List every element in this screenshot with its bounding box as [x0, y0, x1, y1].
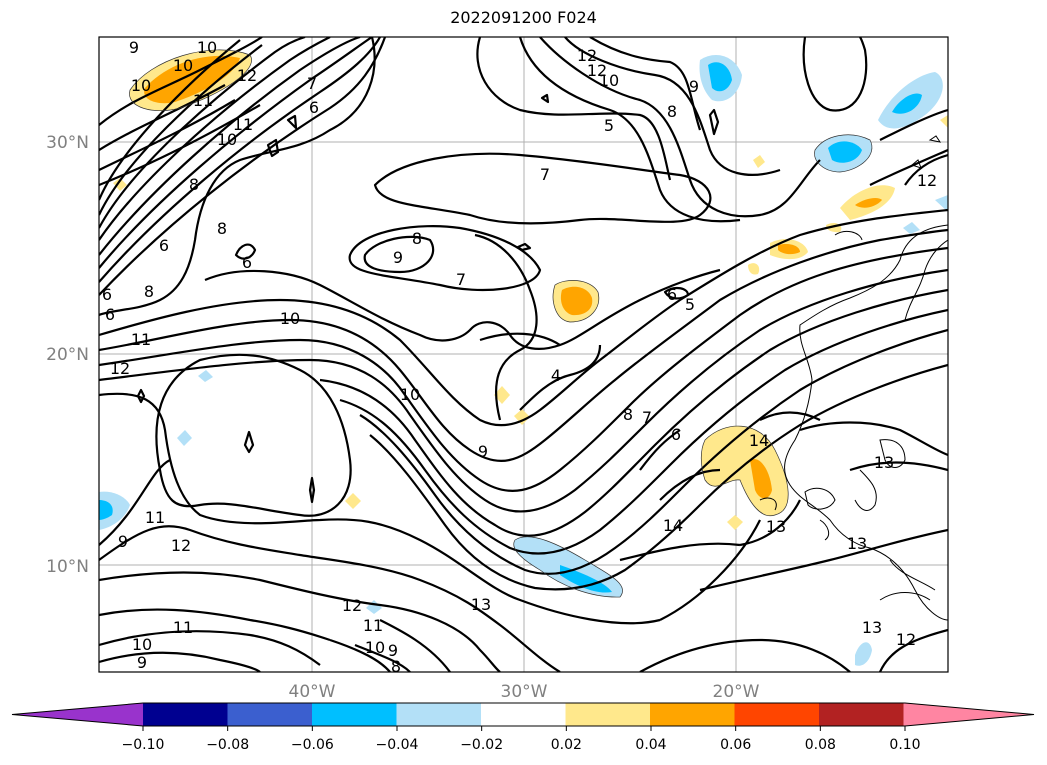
contour-label: 9: [118, 532, 128, 551]
contour-label: 12: [342, 596, 362, 615]
contour-label: 6: [671, 425, 681, 444]
contour-label: 11: [131, 330, 151, 349]
lon-label-30w: 30°W: [501, 682, 548, 702]
map-title: 2022091200 F024: [450, 8, 597, 27]
colorbar-segment: [565, 703, 650, 726]
contour-label: 10: [400, 385, 420, 404]
colorbar-tick-label: 0.06: [720, 737, 751, 753]
contour-label: 12: [171, 536, 191, 555]
contour-label: 8: [391, 657, 401, 676]
contour-label: 11: [173, 618, 193, 637]
colorbar-segment: [481, 703, 566, 726]
contour-label: 9: [388, 641, 398, 660]
colorbar-extend-low: [12, 703, 143, 726]
colorbar-segment: [903, 703, 905, 726]
contour-label: 4: [551, 366, 561, 385]
contour-label: 6: [159, 236, 169, 255]
contour-label: 7: [540, 165, 550, 184]
contour-label: 11: [233, 115, 253, 134]
colorbar-segment: [312, 703, 397, 726]
contour-label: 13: [874, 453, 894, 472]
contour-label: 6: [105, 305, 115, 324]
contour-label: 12: [587, 61, 607, 80]
contour-label: 8: [623, 405, 633, 424]
contour-label: 5: [604, 116, 614, 135]
contour-label: 8: [217, 219, 227, 238]
colorbar-tick-label: 0.02: [551, 737, 582, 753]
contour-label: 9: [689, 77, 699, 96]
contour-label: 12: [896, 630, 916, 649]
contour-label: 12: [577, 46, 597, 65]
colorbar-segment: [396, 703, 481, 726]
contour-label: 13: [471, 595, 491, 614]
contour-label: 7: [456, 270, 466, 289]
colorbar-tick-label: −0.02: [460, 737, 503, 753]
contour-label: 11: [193, 91, 213, 110]
shading-outlines: [129, 49, 873, 598]
coastlines: [759, 135, 948, 621]
colorbar-segment: [819, 703, 904, 726]
contour-label: 10: [365, 638, 385, 657]
lat-label-20n: 20°N: [46, 345, 89, 365]
colorbar-tick-label: −0.04: [376, 737, 419, 753]
contour-label: 8: [412, 229, 422, 248]
colorbar-tick-label: −0.06: [291, 737, 334, 753]
contour-label: 9: [137, 653, 147, 672]
colorbar-tick-label: −0.10: [122, 737, 165, 753]
contour-label: 6: [102, 285, 112, 304]
contour-label: 8: [667, 102, 677, 121]
contour-label: 6: [242, 253, 252, 272]
contour-label: 7: [307, 74, 317, 93]
contour-label: 10: [197, 38, 217, 57]
contour-label: 10: [280, 309, 300, 328]
contour-label: 10: [173, 56, 193, 75]
contour-label: 5: [685, 295, 695, 314]
contour-label: 6: [309, 98, 319, 117]
contour-label: 10: [217, 130, 237, 149]
lon-label-20w: 20°W: [713, 682, 760, 702]
colorbar-segment: [734, 703, 819, 726]
contour-label: 9: [393, 248, 403, 267]
contour-label: 10: [132, 635, 152, 654]
contour-label: 11: [145, 508, 165, 527]
contour-label: 10: [131, 76, 151, 95]
contour-label: 14: [663, 516, 683, 535]
contour-label: 12: [110, 359, 130, 378]
contour-label: 12: [237, 66, 257, 85]
lon-labels: 40°W 30°W 20°W: [289, 682, 760, 702]
colorbar: [11, 702, 1035, 727]
contour-label: 12: [917, 171, 937, 190]
lat-label-30n: 30°N: [46, 133, 89, 153]
colorbar-extend-high: [905, 703, 1034, 726]
contour-label: 6: [667, 285, 677, 304]
contour-label: 13: [766, 517, 786, 536]
contour-label: 8: [189, 175, 199, 194]
contour-label: 10: [599, 71, 619, 90]
contour-label: 9: [478, 442, 488, 461]
negative-shading: [99, 55, 948, 666]
colorbar-tick-label: 0.04: [635, 737, 666, 753]
contour-label: 11: [363, 616, 383, 635]
colorbar-segment: [650, 703, 735, 726]
plot-frame: [98, 36, 949, 673]
colorbar-ticks: −0.10 −0.08 −0.06 −0.04 −0.02 0.02 0.04 0.06 0.0…: [122, 726, 921, 753]
contour-label: 7: [642, 408, 652, 427]
lat-label-10n: 10°N: [46, 557, 89, 577]
contour-label: 13: [862, 618, 882, 637]
lon-label-40w: 40°W: [289, 682, 336, 702]
colorbar-tick-label: 0.08: [805, 737, 836, 753]
contour-label: 9: [129, 38, 139, 57]
contour-label: 13: [847, 534, 867, 553]
colorbar-segment: [143, 703, 228, 726]
colorbar-tick-label: 0.10: [889, 737, 920, 753]
contour-label: 14: [749, 431, 769, 450]
map-area: 9 10 10 10 11 12 7 6 11 10 8 8 6 6 6 8 1…: [99, 37, 948, 676]
contour-lines: [99, 37, 948, 672]
contour-labels: 9 10 10 10 11 12 7 6 11 10 8 8 6 6 6 8 1…: [102, 38, 937, 676]
lat-labels: 30°N 20°N 10°N: [46, 133, 89, 577]
contour-label: 8: [144, 282, 154, 301]
colorbar-tick-label: −0.08: [206, 737, 249, 753]
colorbar-segment: [227, 703, 312, 726]
